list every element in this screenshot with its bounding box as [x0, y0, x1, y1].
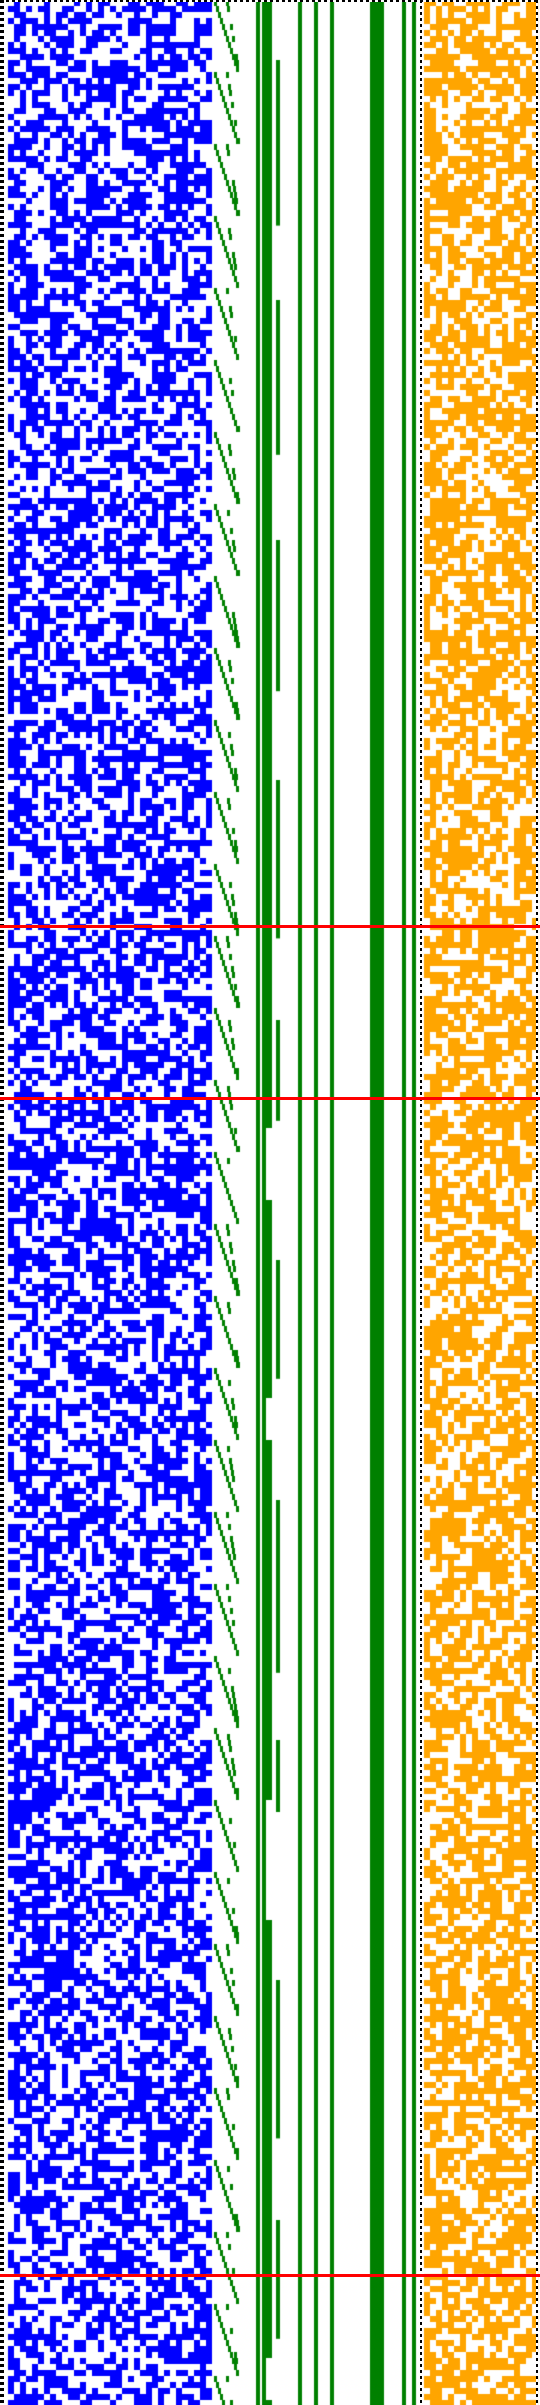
left-dotted-border	[0, 0, 4, 2405]
left-separator	[420, 0, 422, 2405]
marker-line-2	[0, 1097, 540, 1100]
right-separator	[536, 0, 538, 2405]
marker-line-3	[0, 2274, 540, 2277]
top-dotted-border	[0, 0, 540, 2]
marker-line-1	[0, 925, 540, 928]
